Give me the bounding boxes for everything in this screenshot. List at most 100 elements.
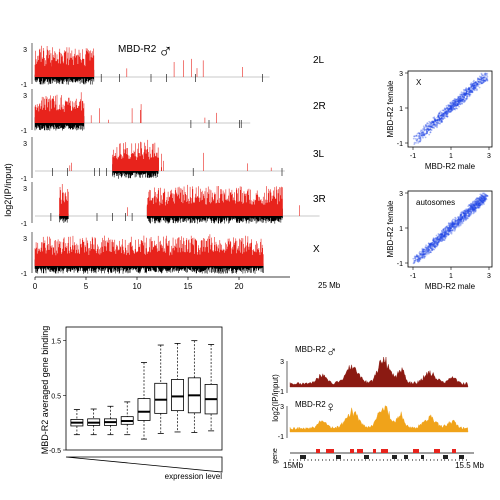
scatter-point bbox=[444, 108, 447, 111]
scatter-point bbox=[466, 94, 469, 97]
scatter-point bbox=[467, 212, 469, 215]
scatter-point bbox=[449, 227, 451, 230]
scatter-point bbox=[453, 99, 455, 102]
scatter-point bbox=[464, 89, 467, 92]
scatter-point bbox=[432, 238, 435, 241]
scatter-point bbox=[444, 229, 447, 232]
scatter-point bbox=[443, 236, 445, 238]
scatter-point bbox=[427, 128, 430, 131]
scatter-point bbox=[465, 92, 467, 95]
scatter-point bbox=[474, 208, 476, 211]
scatter-point bbox=[424, 125, 427, 128]
scatter-point bbox=[430, 122, 432, 125]
scatter-point bbox=[467, 88, 470, 91]
scatter-point bbox=[458, 222, 460, 225]
scatter-point bbox=[456, 103, 459, 106]
scatter-point bbox=[471, 84, 474, 87]
scatter-point bbox=[445, 114, 448, 116]
scatter-point bbox=[442, 238, 445, 241]
scatter-point bbox=[475, 204, 478, 206]
scatter-point bbox=[485, 195, 488, 198]
scatter-point bbox=[454, 222, 456, 225]
scatter-point bbox=[461, 99, 463, 101]
scatter-point bbox=[419, 250, 421, 253]
scatter-point bbox=[444, 231, 447, 234]
gene-mark bbox=[421, 455, 424, 459]
scatter-point bbox=[482, 76, 485, 79]
scatter-point bbox=[470, 86, 473, 88]
scatter-point bbox=[479, 81, 482, 84]
scatter-point bbox=[449, 224, 451, 227]
scatter-point bbox=[442, 113, 444, 116]
scatter-point bbox=[453, 223, 456, 226]
scatter-point bbox=[426, 247, 429, 250]
y-tick-label: -0.5 bbox=[49, 448, 61, 455]
scatter-point bbox=[470, 85, 473, 87]
scatter-point bbox=[468, 211, 471, 214]
scatter-point bbox=[450, 220, 453, 223]
scatter-point bbox=[416, 260, 419, 263]
scatter-point bbox=[431, 124, 434, 126]
scatter-point bbox=[463, 100, 465, 102]
scatter-point bbox=[436, 121, 438, 124]
scatter-label: X bbox=[416, 78, 422, 87]
scatter-point bbox=[454, 226, 456, 229]
scatter-point bbox=[433, 123, 436, 126]
scatter-point bbox=[485, 198, 488, 201]
scatter-point bbox=[444, 107, 447, 110]
scatter-point bbox=[439, 233, 442, 236]
scatter-point bbox=[428, 125, 431, 128]
y-tick-label: 3 bbox=[23, 186, 27, 193]
scatter-point bbox=[455, 102, 457, 104]
scatter-point bbox=[463, 96, 465, 99]
scatter-point bbox=[446, 233, 449, 236]
scatter-point bbox=[481, 198, 483, 201]
y-tick-label: -1 bbox=[21, 221, 27, 228]
scatter-point bbox=[424, 249, 427, 251]
scatter-point bbox=[440, 121, 443, 123]
scatter-point bbox=[422, 253, 425, 256]
scatter-point bbox=[416, 255, 418, 258]
scatter-points bbox=[412, 192, 489, 265]
scatter-point bbox=[483, 79, 486, 82]
scatter-point bbox=[452, 223, 455, 226]
scatter-point bbox=[429, 245, 431, 247]
scatter-point bbox=[448, 110, 450, 113]
scatter-point bbox=[416, 138, 419, 141]
scatter-point bbox=[451, 222, 453, 225]
scatter-point bbox=[426, 129, 428, 132]
scatter-point bbox=[430, 120, 433, 123]
scatter-point bbox=[480, 194, 483, 197]
scatter-point bbox=[438, 240, 440, 243]
scatter-point bbox=[473, 85, 475, 88]
scatter-point bbox=[481, 202, 484, 205]
scatter-point bbox=[442, 115, 445, 117]
scatter-point bbox=[431, 120, 434, 123]
scatter-point bbox=[436, 237, 439, 240]
scatter-point bbox=[431, 126, 434, 129]
scatter-point bbox=[471, 83, 473, 85]
scatter-point bbox=[444, 108, 447, 111]
scatter-point bbox=[484, 195, 487, 198]
scatter-point bbox=[426, 122, 429, 124]
scatter-point bbox=[425, 124, 427, 127]
scatter-point bbox=[416, 255, 419, 258]
scatter-point bbox=[448, 233, 450, 236]
scatter-point bbox=[433, 245, 435, 248]
scatter-point bbox=[449, 227, 452, 229]
scatter-point bbox=[462, 98, 465, 101]
scatter-point bbox=[430, 247, 432, 250]
scatter-point bbox=[438, 112, 441, 114]
gene-mark bbox=[357, 449, 363, 453]
scatter-point bbox=[437, 241, 440, 243]
scatter-point bbox=[449, 107, 452, 110]
scatter-point bbox=[428, 120, 431, 123]
scatter-point bbox=[433, 123, 435, 126]
scatter-point bbox=[466, 217, 469, 220]
scatter-point bbox=[432, 126, 434, 129]
scatter-point bbox=[422, 133, 425, 136]
scatter-point bbox=[426, 130, 429, 133]
track-2L: 3-12L bbox=[21, 43, 325, 89]
scatter-point bbox=[419, 138, 422, 141]
scatter-point bbox=[472, 82, 475, 85]
